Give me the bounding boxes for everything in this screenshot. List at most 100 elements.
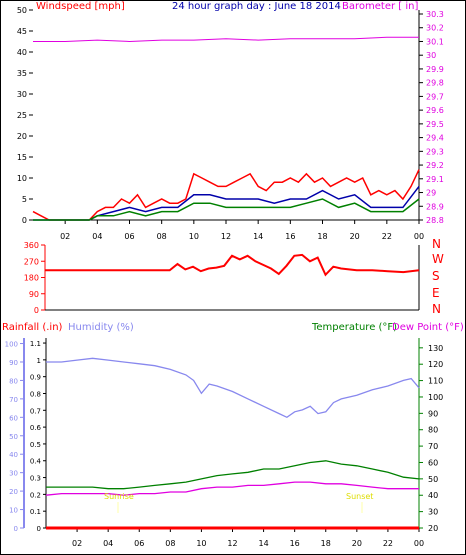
rain-tick-label: 0.7 [30, 407, 41, 415]
wind-x-tick-label: 16 [285, 232, 295, 241]
rain-tick-label: 1 [37, 357, 41, 365]
temperature-tick-label: 100 [428, 393, 443, 402]
temperature-label: Temperature (°F) [311, 322, 397, 333]
wind-y-tick-label: 10 [17, 174, 27, 183]
compass-w: W [432, 252, 444, 266]
bottom-series [45, 357, 420, 530]
wind-x-tick-label: 20 [350, 232, 360, 241]
temperature-tick-label: 20 [428, 524, 438, 533]
humidity-tick-label: 50 [9, 433, 18, 441]
series-barometer [33, 36, 419, 43]
humidity-label: Humidity (%) [68, 322, 134, 333]
humidity-tick-label: 30 [9, 470, 18, 478]
bottom-x-tick-label: 16 [290, 539, 300, 548]
temperature-tick-label: 130 [428, 344, 443, 353]
barometer-tick-label: 29.3 [426, 147, 444, 156]
direction-y-ticks: 0 90 180 270 360 [24, 241, 45, 315]
barometer-tick-label: 30.2 [426, 24, 444, 33]
temperature-tick-label: 70 [428, 442, 438, 451]
rain-tick-label: 0.2 [30, 491, 41, 499]
compass-s: S [432, 269, 440, 283]
temperature-tick-label: 110 [428, 377, 443, 386]
bottom-x-tick-label: 10 [196, 539, 206, 548]
series-wind-low [33, 198, 420, 221]
sunrise-marker: Sunrise [104, 492, 134, 513]
humidity-tick-label: 0 [14, 525, 18, 533]
humidity-tick-label: 90 [9, 359, 18, 367]
temperature-tick-label: 120 [428, 360, 443, 369]
sunrise-text: Sunrise [104, 492, 134, 501]
humidity-tick-label: 10 [9, 507, 18, 515]
humidity-tick-label: 40 [9, 451, 18, 459]
humidity-tick-label: 80 [9, 377, 18, 385]
barometer-tick-label: 29.4 [426, 134, 444, 143]
wind-series [32, 36, 420, 221]
series-windspeed [32, 169, 420, 221]
barometer-tick-label: 29 [426, 189, 436, 198]
humidity-tick-label: 100 [5, 341, 18, 349]
dewpoint-label: Dew Point (°F) [392, 322, 464, 333]
bottom-x-tick-label: 02 [72, 539, 82, 548]
wind-x-tick-label: 02 [60, 232, 70, 241]
bottom-x-tick-label: 22 [383, 539, 393, 548]
compass-n-top: N [432, 237, 441, 251]
temperature-tick-label: 80 [428, 426, 438, 435]
wind-x-tick-label: 08 [157, 232, 167, 241]
compass-n-bottom: N [432, 302, 441, 316]
bottom-x-tick-label: 14 [258, 539, 268, 548]
wind-y-tick-label: 25 [17, 111, 27, 120]
temperature-ticks: 20 30 40 50 60 70 80 90 100 110 120 130 [419, 344, 443, 533]
direction-panel: 0 90 180 270 360 N W S E N [24, 237, 444, 316]
wind-y-tick-label: 45 [17, 27, 27, 36]
rain-tick-label: 0 [37, 525, 41, 533]
page-title: 24 hour graph day : June 18 2014 [172, 1, 341, 12]
barometer-tick-label: 29.1 [426, 175, 444, 184]
wind-y-tick-label: 0 [22, 216, 27, 225]
barometer-label: Barometer [ in] [342, 1, 418, 12]
direction-tick-label: 270 [24, 257, 39, 266]
series-gust-average [33, 185, 420, 221]
wind-y-tick-label: 30 [17, 90, 27, 99]
bottom-x-tick-label: 04 [103, 539, 113, 548]
direction-tick-label: 90 [29, 290, 39, 299]
temperature-tick-label: 50 [428, 475, 438, 484]
rain-ticks: 0 0.1 0.2 0.3 0.4 0.5 0.6 0.7 0.8 0.9 1 1.1 [30, 340, 46, 533]
wind-x-tick-label: 06 [124, 232, 134, 241]
bottom-x-tick-label: 00 [414, 539, 424, 548]
wind-y-tick-label: 5 [22, 195, 27, 204]
rain-tick-label: 0.6 [30, 424, 42, 432]
bottom-x-tick-label: 20 [352, 539, 362, 548]
wind-x-tick-label: 22 [382, 232, 392, 241]
wind-x-tick-label: 00 [414, 232, 424, 241]
barometer-tick-label: 29.5 [426, 120, 444, 129]
windspeed-label: Windspeed [mph] [36, 1, 125, 12]
direction-series [45, 253, 420, 277]
rain-tick-label: 0.4 [30, 458, 42, 466]
wind-x-ticks: 02 04 06 08 10 12 14 16 18 20 22 00 [60, 220, 424, 241]
direction-tick-label: 360 [24, 241, 39, 250]
rain-tick-label: 1.1 [30, 340, 41, 348]
barometer-tick-label: 28.9 [426, 202, 444, 211]
bottom-x-ticks: 02 04 06 08 10 12 14 16 18 20 22 00 [72, 528, 424, 548]
series-direction [45, 253, 420, 277]
series-humidity [46, 357, 420, 419]
barometer-ticks: 28.8 28.9 29 29.1 29.2 29.3 29.4 29.5 29.6 29.7 29… [419, 10, 444, 225]
humidity-tick-label: 20 [9, 488, 18, 496]
barometer-tick-label: 29.6 [426, 106, 444, 115]
wind-y-tick-label: 35 [17, 69, 27, 78]
sunset-text: Sunset [346, 492, 373, 501]
temperature-tick-label: 30 [428, 508, 438, 517]
wind-y-tick-label: 50 [17, 6, 27, 15]
direction-tick-label: 0 [34, 306, 39, 315]
direction-tick-label: 180 [24, 274, 39, 283]
sunset-marker: Sunset [346, 492, 373, 513]
bottom-x-tick-label: 12 [227, 539, 237, 548]
bottom-x-tick-label: 08 [165, 539, 175, 548]
barometer-tick-label: 29.7 [426, 92, 444, 101]
humidity-tick-label: 60 [9, 414, 18, 422]
humidity-tick-label: 70 [9, 396, 18, 404]
barometer-tick-label: 30.1 [426, 37, 444, 46]
